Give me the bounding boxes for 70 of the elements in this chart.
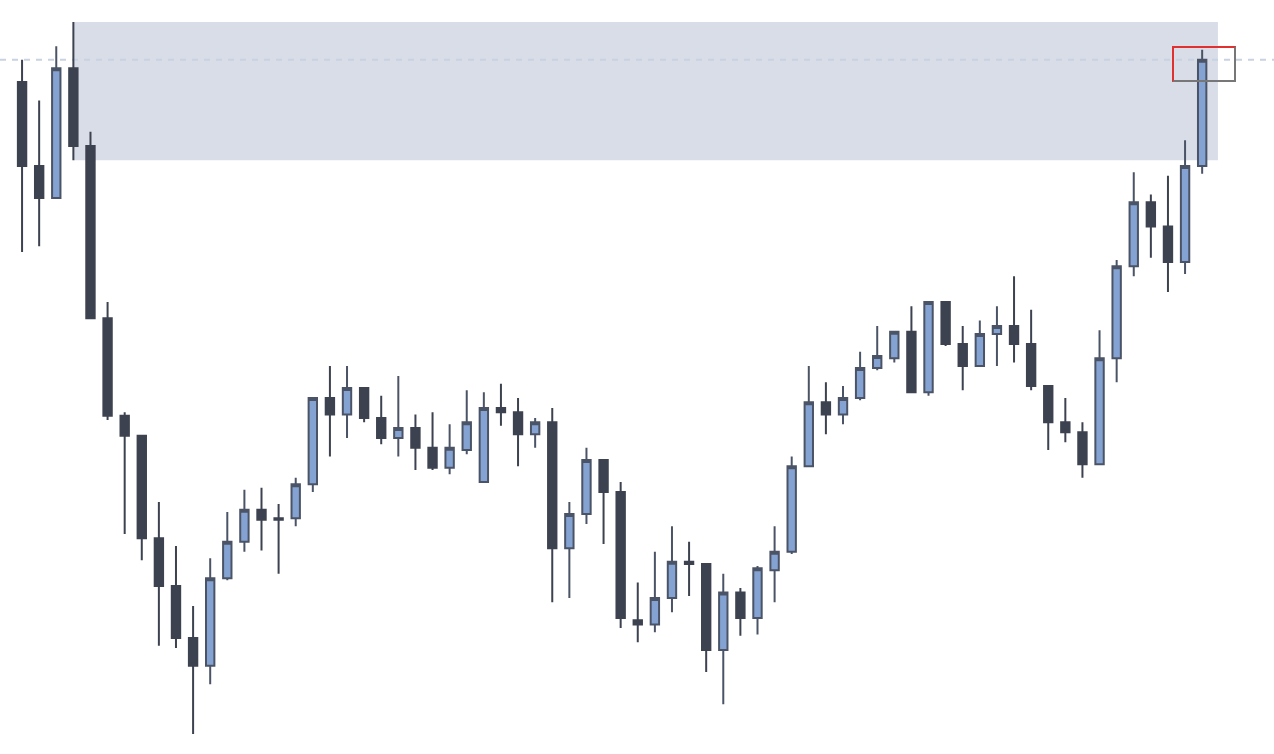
candlestick (1008, 275, 1020, 364)
candlestick (461, 389, 472, 456)
candlestick (837, 384, 849, 426)
candlestick (547, 406, 558, 604)
candlestick (786, 455, 797, 555)
candlestick (256, 486, 267, 552)
candlestick (683, 540, 695, 597)
candlestick (1094, 329, 1105, 466)
candlestick (1060, 397, 1071, 444)
candlestick (222, 510, 233, 582)
candlestick (752, 565, 763, 636)
candlestick (33, 99, 45, 248)
candlestick (957, 325, 968, 392)
candlestick (803, 364, 814, 468)
candlestick (495, 382, 507, 427)
candlestick (358, 387, 370, 424)
candlestick (427, 411, 438, 471)
candlestick (701, 562, 712, 674)
candlestick (1043, 384, 1054, 451)
candlestick (1077, 421, 1088, 479)
candlestick (1145, 193, 1157, 259)
candlestick (16, 58, 28, 254)
candlestick (273, 503, 284, 575)
candlestick (1025, 308, 1037, 392)
candlestick (153, 500, 165, 647)
candlestick (324, 364, 336, 458)
candlestick (906, 305, 917, 394)
candlestick (444, 423, 455, 476)
candlestick (854, 350, 866, 402)
candlestick (341, 364, 353, 439)
candlestick (889, 330, 900, 364)
candlestick (529, 416, 541, 449)
candlestick (1162, 174, 1174, 293)
candlestick (410, 413, 421, 471)
candlestick (102, 300, 113, 422)
candlestick (940, 300, 951, 348)
candlestick (119, 411, 130, 535)
candlestick (307, 397, 318, 493)
candlestick (376, 394, 387, 446)
candlestick (769, 525, 780, 604)
candlestick (666, 525, 678, 614)
candlestick (564, 500, 575, 600)
candlestick (239, 488, 250, 553)
candlestick (85, 130, 96, 320)
candlestick (1196, 48, 1208, 175)
candlestick (991, 305, 1003, 367)
candlestick (1179, 139, 1191, 276)
candlestick (68, 21, 79, 162)
candlestick (136, 434, 147, 562)
candlestick (478, 391, 490, 484)
candlestick (632, 581, 643, 644)
candlestick (615, 481, 626, 629)
candlestick (649, 550, 661, 634)
candlestick (820, 381, 832, 436)
candlestick (1111, 258, 1122, 384)
candlestick (205, 557, 216, 686)
candlestick (581, 446, 592, 526)
candlestick (735, 587, 746, 637)
candlestick (393, 374, 404, 458)
candlestick (1128, 171, 1139, 278)
candlestick (290, 476, 301, 528)
candlestick (187, 604, 199, 736)
candlestick (923, 300, 934, 397)
candlestick (170, 545, 182, 649)
candlestick (598, 458, 609, 545)
candlestick (51, 45, 62, 199)
candlestick (718, 572, 729, 706)
candlestick (974, 319, 986, 367)
candlestick (512, 397, 524, 468)
candlestick (872, 325, 883, 372)
